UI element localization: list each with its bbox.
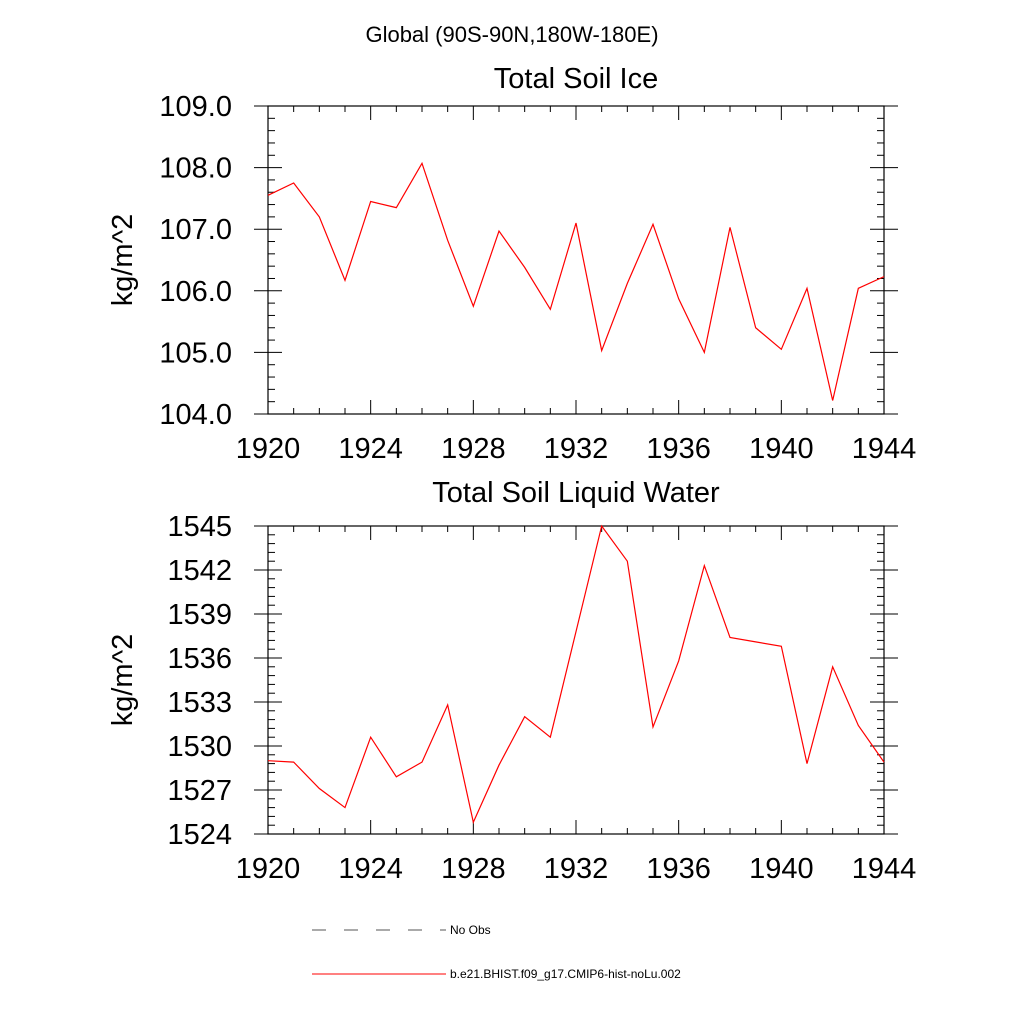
x-tick-label: 1924 xyxy=(338,853,403,885)
y-tick-label: 106.0 xyxy=(159,276,232,308)
y-tick-label: 1545 xyxy=(167,511,232,543)
y-tick-label: 1530 xyxy=(167,731,232,763)
y-tick-label: 105.0 xyxy=(159,337,232,369)
legend-label-1: No Obs xyxy=(450,923,491,937)
legend-label-2: b.e21.BHIST.f09_g17.CMIP6-hist-noLu.002 xyxy=(450,967,681,981)
x-tick-label: 1944 xyxy=(852,433,917,465)
figure-suptitle: Global (90S-90N,180W-180E) xyxy=(365,22,658,47)
chart-panels: Total Soil Ice 1920 1924 1928 1932 1936 1940 19… xyxy=(107,63,916,885)
y-tick-label: 104.0 xyxy=(159,399,232,431)
y-tick-label: 1533 xyxy=(167,687,232,719)
y-tick-label: 1524 xyxy=(167,819,232,851)
y-tick-label: 1536 xyxy=(167,643,232,675)
y-tick-label: 107.0 xyxy=(159,214,232,246)
y-tick-label: 1539 xyxy=(167,599,232,631)
series-line-1 xyxy=(267,161,885,401)
y-tick-label: 109.0 xyxy=(159,91,232,123)
x-tick-label: 1940 xyxy=(749,853,814,885)
y-axis-label: kg/m^2 xyxy=(107,634,139,727)
panel-1: Total Soil Ice 1920 1924 1928 1932 1936 1940 19… xyxy=(107,63,916,465)
x-tick-label: 1932 xyxy=(544,433,609,465)
plot-frame xyxy=(267,525,885,835)
x-tick-label: 1920 xyxy=(236,433,301,465)
x-tick-label: 1944 xyxy=(852,853,917,885)
x-tick-label: 1936 xyxy=(646,433,711,465)
x-tick-label: 1936 xyxy=(646,853,711,885)
series-line-1 xyxy=(267,524,885,825)
x-tick-label: 1924 xyxy=(338,433,403,465)
y-tick-label: 1527 xyxy=(167,775,232,807)
y-tick-label: 1542 xyxy=(167,555,232,587)
panel-title: Total Soil Liquid Water xyxy=(432,477,720,509)
y-tick-label: 108.0 xyxy=(159,153,232,185)
x-tick-label: 1920 xyxy=(236,853,301,885)
x-tick-label: 1940 xyxy=(749,433,814,465)
panel-title: Total Soil Ice xyxy=(494,63,658,95)
x-tick-label: 1928 xyxy=(441,433,506,465)
x-tick-label: 1928 xyxy=(441,853,506,885)
y-axis-label: kg/m^2 xyxy=(107,214,139,307)
plot-frame xyxy=(267,105,885,415)
panel-2: Total Soil Liquid Water 1920 1924 1928 1932 1… xyxy=(107,477,916,885)
chart-legend: No Obs b.e21.BHIST.f09_g17.CMIP6-hist-noL… xyxy=(312,923,681,981)
x-tick-label: 1932 xyxy=(544,853,609,885)
